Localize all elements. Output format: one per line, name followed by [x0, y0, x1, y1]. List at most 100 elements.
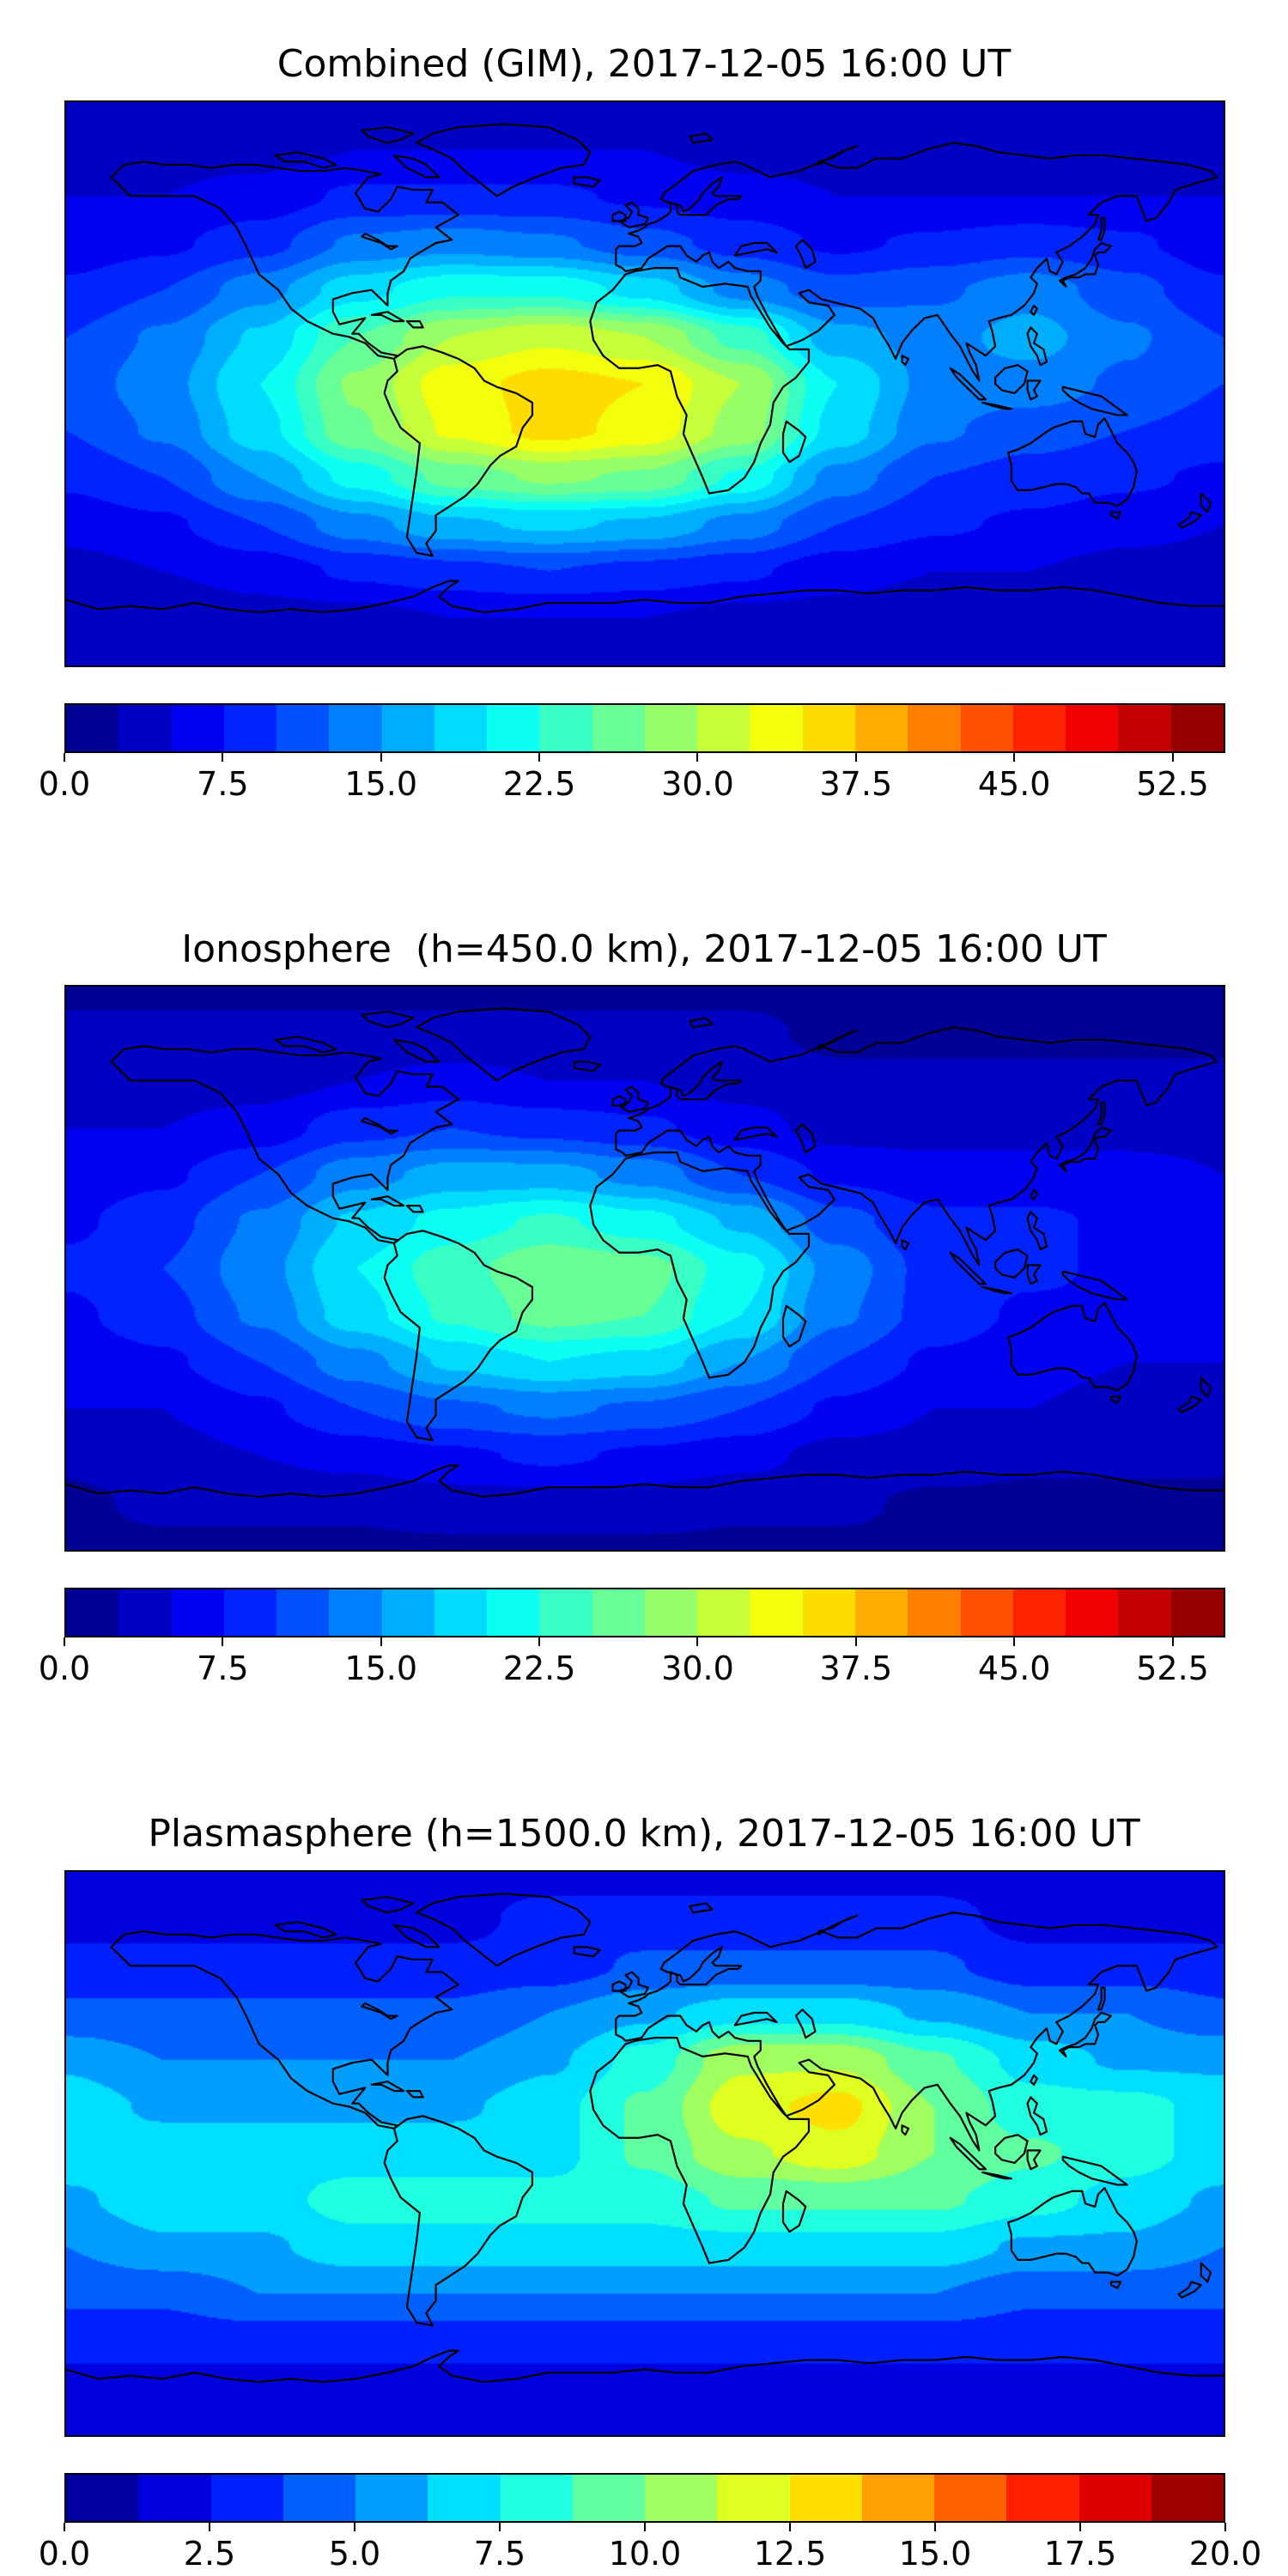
colorbar-tickmark — [380, 752, 382, 762]
colorbar-segment — [500, 2474, 573, 2521]
colorbar-segment — [171, 704, 224, 751]
colorbar-tick-label: 17.5 — [1043, 2534, 1117, 2573]
colorbar-tickmark — [64, 752, 65, 762]
colorbar-segment — [934, 2474, 1007, 2521]
colorbar-segment — [1151, 2474, 1224, 2521]
colorbar-tickmark — [854, 752, 857, 762]
heatmap-canvas-combined — [66, 101, 1224, 665]
colorbar-tick-label: 10.0 — [608, 2534, 682, 2573]
colorbar-segment — [381, 704, 434, 751]
colorbar-segment — [960, 1589, 1013, 1637]
colorbar-segment — [750, 704, 803, 751]
coastlines-ionosphere — [66, 987, 1224, 1550]
colorbar-segment — [329, 704, 382, 751]
colorbar-tickmark — [1224, 2522, 1226, 2531]
colorbar-segment — [854, 1589, 908, 1637]
heatmap-canvas-plasmasphere — [66, 1871, 1224, 2435]
colorbar-tick-label: 45.0 — [977, 1649, 1051, 1688]
colorbar-tickmark — [538, 752, 541, 762]
colorbar-tickmark — [1013, 752, 1016, 762]
colorbar-tick-label: 20.0 — [1188, 2534, 1262, 2573]
colorbar-segment — [283, 2474, 355, 2521]
colorbar-segment — [802, 1589, 855, 1637]
colorbar-segment — [1012, 704, 1066, 751]
colorbar-wrap-combined: 0.0 7.5 15.0 22.5 30.0 37.5 45.0 52.5 — [39, 702, 1225, 808]
colorbar-tickmark — [854, 1637, 857, 1647]
coastline-path — [66, 1893, 1224, 2382]
colorbar-tickmark — [538, 1637, 541, 1647]
colorbar-tickmark — [499, 2522, 501, 2531]
colorbar-tick-label: 30.0 — [661, 1649, 734, 1688]
colorbar-tick-label: 45.0 — [977, 764, 1051, 803]
colorbar-tickmark — [1013, 1637, 1016, 1647]
colorbar-segment — [329, 1589, 382, 1637]
colorbar-segment — [644, 1589, 698, 1637]
colorbar-tick-label: 0.0 — [38, 764, 91, 803]
colorbar-segment — [1006, 2474, 1079, 2521]
coastline-path — [66, 124, 1224, 612]
colorbar-segment — [1066, 1589, 1119, 1637]
colorbar-segment — [171, 1589, 224, 1637]
colorbar-tick-label: 0.0 — [38, 2534, 91, 2573]
colorbar-tickmark — [64, 1637, 65, 1647]
colorbar-ticks-combined: 0.0 7.5 15.0 22.5 30.0 37.5 45.0 52.5 — [39, 752, 1225, 808]
coastline-path — [66, 1009, 1224, 1498]
colorbar-tick-label: 30.0 — [661, 764, 734, 803]
colorbar-segment — [539, 704, 592, 751]
colorbar-segment — [428, 2474, 501, 2521]
colorbar-tick-label: 0.0 — [38, 1649, 91, 1688]
colorbar-segment — [1118, 1589, 1171, 1637]
panel-title-combined: Combined (GIM), 2017-12-05 16:00 UT — [276, 42, 1012, 86]
colorbar-segment — [66, 2474, 139, 2521]
map-plasmasphere — [64, 1869, 1225, 2437]
colorbar-segment — [355, 2474, 428, 2521]
colorbar-segment — [854, 704, 908, 751]
colorbar-segment — [381, 1589, 434, 1637]
colorbar-segment — [592, 1589, 645, 1637]
colorbar-segment — [434, 1589, 488, 1637]
colorbar-segment — [539, 1589, 592, 1637]
colorbar-tick-label: 15.0 — [344, 1649, 418, 1688]
map-ionosphere — [64, 985, 1225, 1552]
map-combined — [64, 100, 1225, 667]
colorbar-tickmark — [934, 2522, 936, 2531]
colorbar-tick-label: 5.0 — [328, 2534, 381, 2573]
colorbar-segment — [487, 704, 540, 751]
colorbar-ticks-plasmasphere: 0.0 2.5 5.0 7.5 10.0 12.5 15.0 17.5 20.0 — [39, 2522, 1261, 2576]
heatmap-canvas-ionosphere — [66, 987, 1224, 1551]
colorbar-segment — [750, 1589, 803, 1637]
colorbar-segment — [861, 2474, 934, 2521]
colorbar-tick-label: 7.5 — [473, 2534, 526, 2573]
panel-combined-gim: Combined (GIM), 2017-12-05 16:00 UT 0.0 7… — [0, 42, 1288, 808]
panel-ionosphere: Ionosphere (h=450.0 km), 2017-12-05 16:0… — [0, 927, 1288, 1693]
colorbar-segment — [487, 1589, 540, 1637]
colorbar-tick-label: 37.5 — [819, 1649, 893, 1688]
colorbar-tick-label: 12.5 — [753, 2534, 827, 2573]
colorbar-segment — [592, 704, 645, 751]
colorbar-tickmark — [209, 2522, 210, 2531]
colorbar-combined — [64, 702, 1225, 753]
colorbar-tick-label: 22.5 — [502, 1649, 576, 1688]
colorbar-tickmark — [64, 2522, 65, 2531]
colorbar-tick-label: 15.0 — [898, 2534, 972, 2573]
colorbar-tickmark — [1079, 2522, 1081, 2531]
colorbar-segment — [138, 2474, 211, 2521]
colorbar-segment — [1118, 704, 1171, 751]
colorbar-tick-label: 2.5 — [183, 2534, 236, 2573]
panel-title-plasmasphere: Plasmasphere (h=1500.0 km), 2017-12-05 1… — [148, 1812, 1140, 1856]
colorbar-plasmasphere — [64, 2472, 1225, 2523]
colorbar-tickmark — [222, 1637, 224, 1647]
colorbar-segment — [1078, 2474, 1151, 2521]
colorbar-tickmark — [222, 752, 224, 762]
colorbar-tickmark — [1171, 752, 1174, 762]
colorbar-ticks-ionosphere: 0.0 7.5 15.0 22.5 30.0 37.5 45.0 52.5 — [39, 1637, 1225, 1692]
colorbar-tick-label: 7.5 — [197, 1649, 249, 1688]
colorbar-segment — [645, 2474, 718, 2521]
colorbar-wrap-plasmasphere: 0.0 2.5 5.0 7.5 10.0 12.5 15.0 17.5 20.0 — [39, 2472, 1261, 2576]
colorbar-tickmark — [789, 2522, 791, 2531]
panel-title-ionosphere: Ionosphere (h=450.0 km), 2017-12-05 16:0… — [181, 927, 1107, 971]
colorbar-segment — [960, 704, 1013, 751]
colorbar-segment — [434, 704, 488, 751]
colorbar-segment — [276, 1589, 330, 1637]
